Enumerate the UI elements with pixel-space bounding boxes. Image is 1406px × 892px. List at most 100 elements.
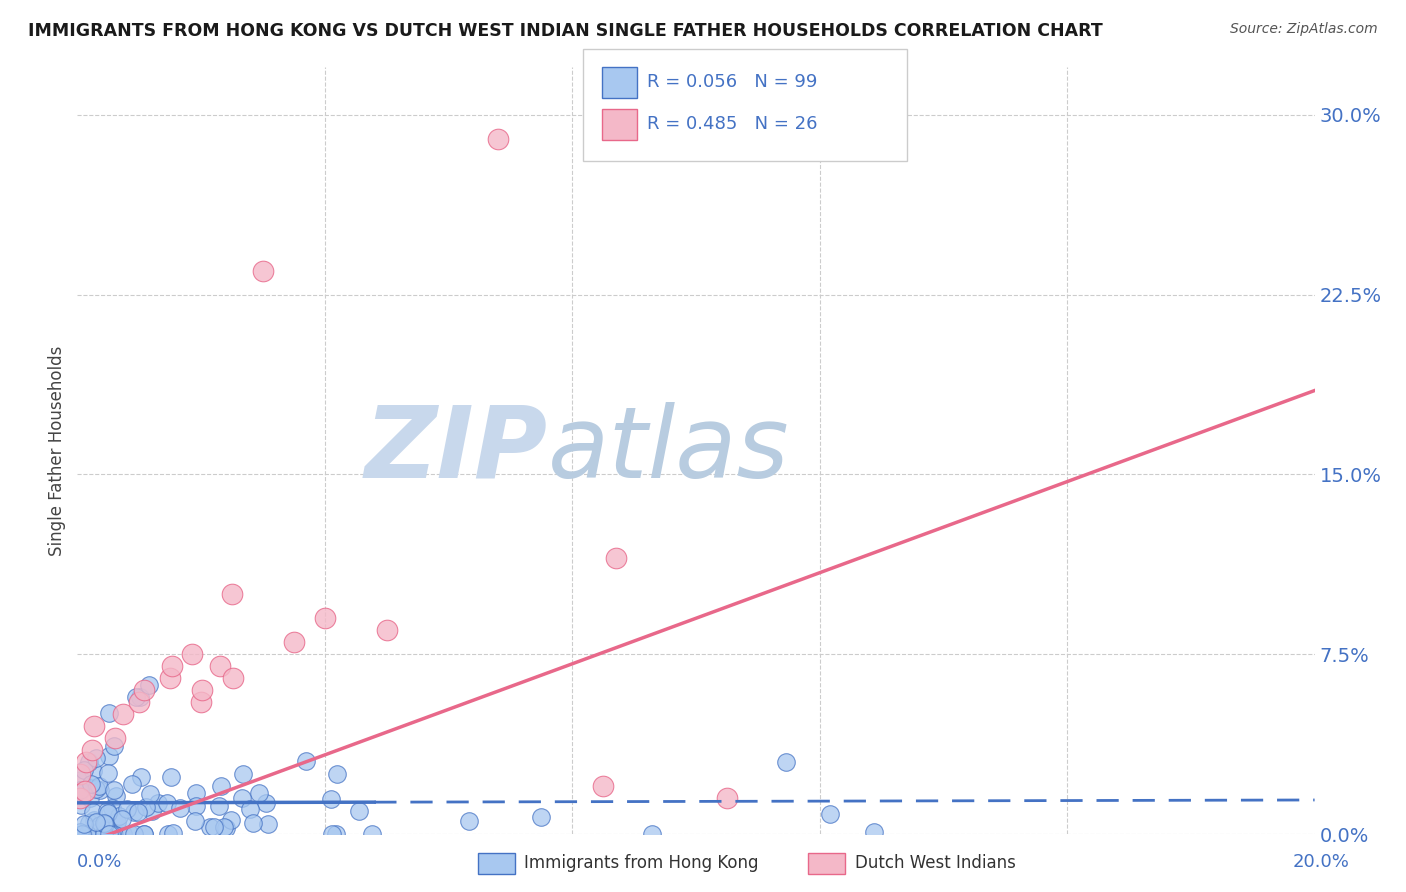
Point: [98, 827, 121, 841]
Point: [231, 790, 253, 805]
Point: [295, 754, 318, 768]
Point: [90, 827, 112, 841]
Point: [94, 817, 117, 831]
Point: [70, 783, 93, 797]
Point: [222, 671, 245, 685]
Point: [820, 807, 842, 822]
Point: [239, 802, 262, 816]
Point: [321, 827, 343, 841]
Point: [121, 777, 143, 791]
Point: [77, 816, 100, 830]
Point: [69, 791, 91, 805]
Point: [94, 827, 117, 841]
Point: [775, 755, 797, 769]
Point: [73, 763, 96, 777]
Point: [87, 779, 110, 793]
Point: [69, 767, 91, 781]
Point: [89, 818, 111, 832]
Point: [198, 820, 221, 834]
Point: [141, 804, 163, 818]
Point: [100, 800, 122, 814]
Point: [104, 731, 127, 746]
Point: [139, 787, 162, 801]
Point: [457, 814, 479, 829]
Text: R = 0.056   N = 99: R = 0.056 N = 99: [647, 73, 817, 91]
Point: [159, 770, 181, 784]
Point: [209, 779, 232, 793]
Point: [69, 797, 91, 812]
Point: [120, 827, 142, 841]
Point: [69, 783, 91, 797]
Point: [129, 770, 152, 784]
Point: [127, 805, 149, 819]
Text: 0.0%: 0.0%: [77, 853, 122, 871]
Point: [103, 783, 125, 797]
Point: [863, 824, 886, 838]
Point: [84, 782, 107, 797]
Point: [319, 792, 342, 806]
Point: [97, 766, 120, 780]
Point: [190, 695, 212, 709]
Point: [180, 647, 202, 661]
Text: 20.0%: 20.0%: [1294, 853, 1350, 871]
Point: [93, 816, 115, 830]
Text: Immigrants from Hong Kong: Immigrants from Hong Kong: [524, 855, 759, 872]
Point: [82, 743, 104, 757]
Point: [257, 817, 280, 831]
Point: [70, 827, 93, 841]
Point: [84, 815, 107, 830]
Point: [82, 805, 104, 820]
Point: [108, 808, 131, 822]
Point: [104, 789, 127, 803]
Point: [96, 821, 118, 835]
Point: [347, 805, 370, 819]
Point: [186, 786, 208, 800]
Point: [716, 791, 738, 805]
Point: [252, 263, 274, 277]
Point: [605, 551, 627, 566]
Point: [325, 827, 347, 841]
Point: [530, 810, 553, 824]
Point: [128, 695, 150, 709]
Point: [77, 755, 100, 769]
Point: [129, 690, 152, 705]
Point: [375, 624, 398, 638]
Y-axis label: Single Father Households: Single Father Households: [48, 345, 66, 556]
Point: [242, 815, 264, 830]
Point: [93, 827, 115, 841]
Point: [89, 823, 111, 838]
Point: [132, 683, 155, 698]
Point: [190, 683, 212, 698]
Point: [208, 799, 231, 814]
Point: [160, 659, 183, 673]
Point: [640, 827, 662, 841]
Text: ZIP: ZIP: [364, 402, 547, 499]
Point: [157, 827, 180, 841]
Point: [249, 786, 271, 800]
Text: Source: ZipAtlas.com: Source: ZipAtlas.com: [1230, 22, 1378, 37]
Point: [254, 796, 277, 810]
Point: [69, 784, 91, 798]
Point: [83, 813, 105, 827]
Point: [360, 827, 382, 841]
Point: [73, 784, 96, 798]
Point: [212, 820, 235, 834]
Point: [76, 827, 98, 841]
Text: Dutch West Indians: Dutch West Indians: [855, 855, 1015, 872]
Point: [82, 764, 104, 778]
Point: [221, 587, 243, 601]
Point: [115, 802, 138, 816]
Point: [73, 817, 96, 831]
Point: [69, 825, 91, 839]
Point: [135, 800, 157, 814]
Point: [146, 796, 169, 810]
Point: [326, 767, 349, 781]
Point: [111, 812, 134, 826]
Point: [112, 707, 135, 722]
Point: [98, 749, 121, 764]
Point: [184, 798, 207, 813]
Point: [84, 751, 107, 765]
Point: [314, 611, 336, 625]
Point: [122, 805, 145, 820]
Point: [215, 821, 238, 835]
